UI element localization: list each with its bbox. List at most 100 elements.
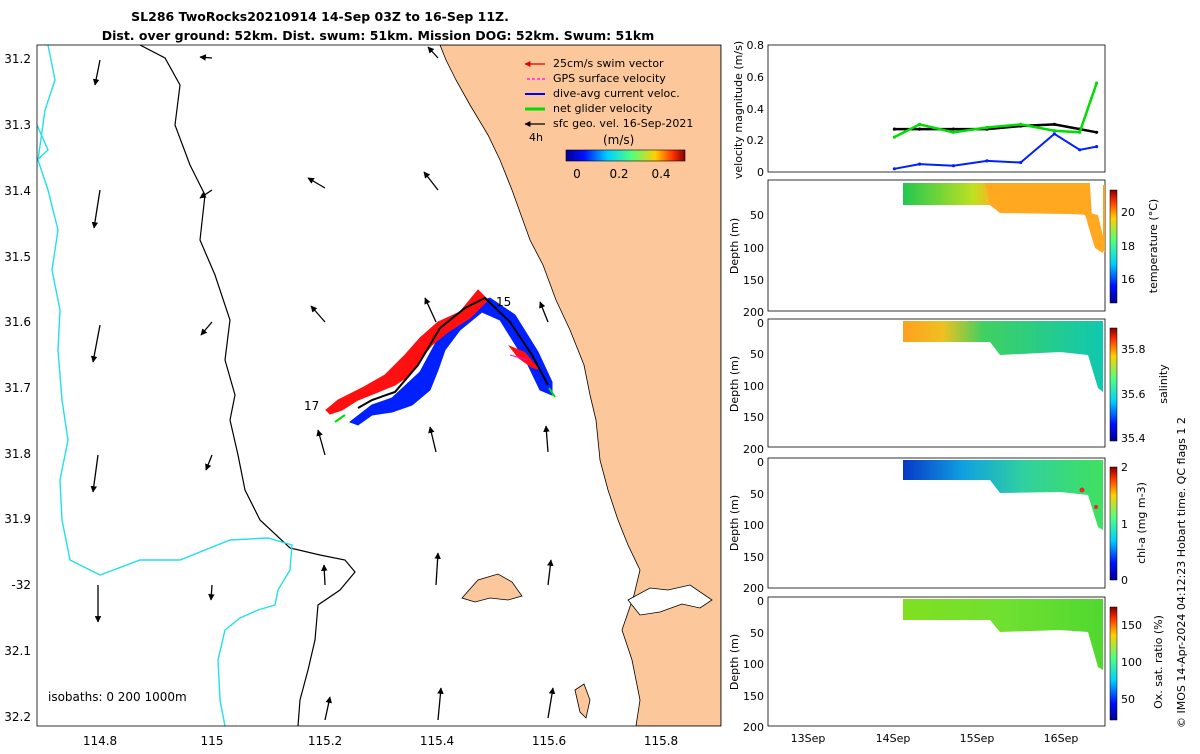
salinity-section	[903, 321, 1103, 392]
colorbar-label: (m/s)	[603, 133, 634, 147]
chla-colorbar	[1109, 466, 1118, 581]
velocity-series-line	[894, 123, 1097, 134]
y-tick-label: 31.7	[4, 381, 31, 395]
velocity-data-point	[985, 159, 989, 163]
velocity-data-point	[918, 162, 922, 166]
isobath-200m	[139, 45, 356, 726]
map-y-axis: 31.2 31.3 31.4 31.5 31.6 31.7 31.8 31.9 …	[4, 52, 31, 724]
velocity-data-point	[918, 122, 922, 126]
current-arrow	[316, 429, 326, 456]
chart-title-line1: SL286 TwoRocks20210914 14-Sep 03Z to 16-…	[131, 9, 509, 24]
current-arrow	[321, 564, 328, 586]
y-tick-label: -32	[11, 578, 31, 592]
salinity-y-label: Depth (m)	[728, 356, 741, 412]
y-tick-label: 0	[757, 456, 764, 469]
velocity-data-point	[1052, 132, 1056, 136]
current-arrow	[310, 305, 326, 323]
oxygen-y-label: Depth (m)	[728, 634, 741, 690]
glider-track	[325, 289, 556, 426]
y-tick-label: 150	[743, 411, 764, 424]
time-tick-label: 16Sep	[1044, 732, 1079, 745]
current-arrow	[547, 559, 554, 586]
colorbar-tick: 35.4	[1121, 432, 1146, 445]
y-tick-label: 200	[743, 306, 764, 319]
chla-section	[903, 460, 1103, 530]
current-arrow	[90, 454, 99, 493]
track-label-end: 15	[496, 295, 511, 309]
speed-colorbar	[565, 149, 686, 162]
current-vectors	[90, 46, 556, 721]
current-arrow	[437, 687, 444, 721]
y-tick-label: 150	[743, 551, 764, 564]
y-tick-label: 50	[750, 209, 764, 222]
colorbar-tick: 150	[1121, 619, 1142, 632]
isobath-1000m	[37, 45, 293, 726]
current-arrow	[200, 321, 213, 336]
y-tick-label: 150	[743, 690, 764, 703]
legend-label: GPS surface velocity	[553, 72, 666, 85]
y-tick-label: 0	[757, 317, 764, 330]
y-tick-label: 0.6	[747, 71, 765, 84]
y-tick-label: 31.5	[4, 250, 31, 264]
velocity-data-point	[1019, 122, 1023, 126]
legend-label: sfc geo. vel. 16-Sep-2021	[553, 117, 693, 130]
current-arrow	[539, 301, 549, 323]
y-tick-label: 100	[743, 380, 764, 393]
time-tick-label: 14Sep	[876, 732, 911, 745]
velocity-plot-area	[767, 44, 1106, 173]
time-axis: 13Sep 14Sep 15Sep 16Sep	[791, 732, 1079, 745]
chart-title-line2: Dist. over ground: 52km. Dist. swum: 51k…	[102, 28, 655, 43]
current-arrow	[434, 552, 441, 586]
map-panel: 17 15 25cm/s swim vector GPS surface vel…	[4, 44, 722, 748]
legend-label: dive-avg current veloc.	[553, 87, 680, 100]
salinity-panel: 0 50 100 150 200 Depth (m) 35.4 35.6 35.…	[728, 317, 1170, 456]
current-arrow	[427, 46, 439, 59]
map-frame	[36, 44, 722, 727]
current-arrow	[208, 584, 215, 601]
y-tick-label: 31.9	[4, 512, 31, 526]
current-arrow	[324, 696, 332, 721]
x-tick-label: 115.8	[644, 734, 678, 748]
current-arrow	[423, 171, 439, 191]
velocity-data-point	[892, 135, 897, 139]
colorbar-tick: 0	[1121, 574, 1128, 587]
temperature-section-deep	[1085, 212, 1105, 253]
y-tick-label: 0	[757, 595, 764, 608]
oxygen-y-ticks: 0 50 100 150 200	[743, 595, 764, 734]
velocity-data-point	[951, 164, 956, 168]
y-tick-label: 50	[750, 348, 764, 361]
time-tick-label: 15Sep	[960, 732, 995, 745]
salinity-colorbar	[1109, 327, 1118, 442]
velocity-series	[892, 81, 1099, 171]
velocity-data-point	[892, 127, 897, 131]
y-tick-label: 0.2	[747, 134, 765, 147]
colorbar-tick: 35.8	[1121, 343, 1146, 356]
map-legend: 25cm/s swim vector GPS surface velocity …	[524, 57, 693, 181]
x-tick-label: 114.8	[83, 734, 117, 748]
imos-credit: © IMOS 14-Apr-2024 04:12:23 Hobart time.…	[1175, 417, 1188, 728]
chla-y-label: Depth (m)	[728, 495, 741, 551]
temperature-y-ticks: 50 100 150 200	[743, 209, 764, 319]
y-tick-label: 200	[743, 721, 764, 734]
chla-panel: 0 50 100 150 200 Depth (m) 0 1 2 chl-a (…	[728, 456, 1148, 595]
y-tick-label: 31.8	[4, 447, 31, 461]
colorbar-tick: 1	[1121, 518, 1128, 531]
x-tick-label: 115	[201, 734, 224, 748]
y-tick-label: 31.4	[4, 184, 31, 198]
y-tick-label: 200	[743, 443, 764, 456]
velocity-data-point	[1095, 130, 1099, 134]
colorbar-tick: 2	[1121, 461, 1128, 474]
velocity-data-point	[1052, 122, 1056, 126]
velocity-data-point	[985, 125, 989, 130]
isobath-1000m-fragment	[37, 124, 49, 161]
net-velocity-start	[334, 414, 346, 423]
current-arrow	[92, 59, 101, 86]
velocity-y-label: velocity magnitude (m/s)	[732, 41, 745, 179]
y-tick-label: 100	[743, 519, 764, 532]
y-tick-label: 31.2	[4, 52, 31, 66]
velocity-data-point	[892, 167, 897, 171]
current-arrow	[543, 425, 550, 453]
velocity-data-point	[1052, 129, 1056, 133]
oxygen-colorbar	[1109, 606, 1118, 721]
